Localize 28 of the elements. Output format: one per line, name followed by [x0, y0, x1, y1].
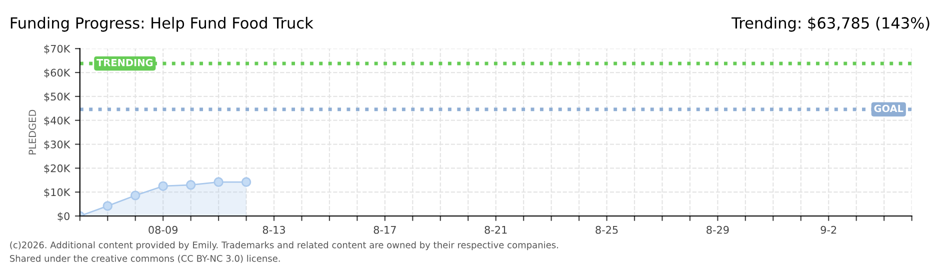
chart-title: Funding Progress: Help Fund Food Truck: [10, 16, 314, 32]
x-tick-label: 8-21: [484, 226, 507, 234]
x-tick-label: 8-29: [706, 226, 729, 234]
x-tick-label: 8-25: [596, 226, 618, 234]
x-tick-label: 8-13: [262, 226, 285, 234]
text: Trending: $63,785 (143%): [731, 16, 930, 32]
point: [130, 190, 140, 200]
y-tick-label: $0: [58, 212, 70, 222]
x-tick-label: 8-17: [374, 226, 396, 234]
ref-line-label: TRENDING: [96, 58, 153, 66]
text: (c)2026. Additional content provided by Emily. Trademarks and related content are owned by their respective companies.: [10, 241, 558, 250]
y-tick-label: $70K: [44, 44, 70, 54]
point: [102, 201, 112, 211]
ref-line-label: GOAL: [874, 104, 904, 112]
y-axis-title: PLEDGED: [28, 110, 36, 154]
y-tick-label: $30K: [44, 140, 70, 150]
point: [214, 177, 224, 187]
text: Shared under the creative commons (CC BY-NC 3.0) license.: [10, 254, 280, 263]
y-tick-label: $40K: [44, 116, 70, 126]
y-tick-label: $50K: [44, 92, 70, 102]
y-tick-label: $20K: [44, 164, 70, 174]
y-tick-label: $10K: [44, 188, 70, 198]
point: [241, 177, 252, 187]
y-tick-label: $60K: [44, 68, 70, 78]
x-tick-label: 08-09: [148, 226, 178, 234]
point: [158, 181, 168, 191]
point: [186, 180, 196, 190]
x-tick-label: 9-2: [820, 226, 836, 234]
